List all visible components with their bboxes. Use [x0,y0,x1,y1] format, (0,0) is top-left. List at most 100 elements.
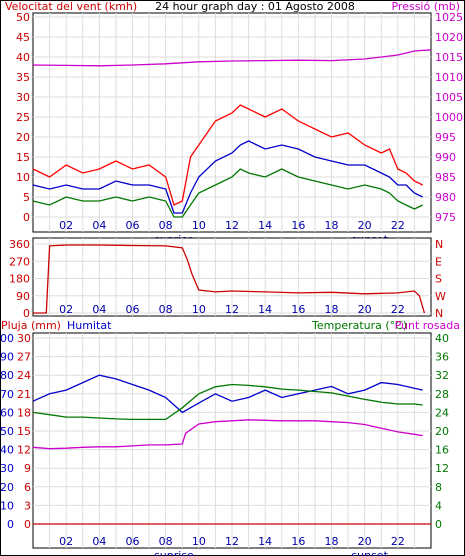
right-tick-label: 24 [435,406,449,419]
right-tick-label: 1020 [435,31,463,44]
x-tick-label: 20 [358,303,372,316]
left-tick-label: 18 [17,406,31,419]
x-tick-label: 10 [192,219,206,232]
left-tick-label: 20 [0,481,14,494]
left-tick-label: 0 [23,307,30,320]
left-tick-label: 0 [7,518,14,531]
left-tick-label: 30 [16,91,30,104]
left-tick-label: 6 [24,481,31,494]
left-tick-label: 9 [24,462,31,475]
right-tick-label: 32 [435,369,449,382]
right-tick-label: 975 [435,211,456,224]
right-tick-label: 12 [435,462,449,475]
right-tick-label: 985 [435,171,456,184]
left-tick-label: 0 [24,518,31,531]
x-tick-label: 06 [126,303,140,316]
left-tick-label: 90 [16,290,30,303]
right-tick-label: E [435,255,442,268]
left-tick-label: 27 [17,351,31,364]
left-tick-label: 10 [0,499,14,512]
left-tick-label: 24 [17,369,31,382]
left-tick-label: 40 [16,51,30,64]
right-tick-label: 1005 [435,91,463,104]
x-tick-label: 02 [59,303,73,316]
x-tick-label: 22 [391,303,405,316]
dewpoint-axis-label: Punt rosada [395,319,460,332]
right-tick-label: 36 [435,351,449,364]
x-tick-label: 06 [126,219,140,232]
right-tick-label: 980 [435,191,456,204]
series-line-1 [32,140,423,214]
right-tick-label: N [435,238,443,251]
humidity-axis-label: Humitat [67,319,112,332]
x-tick-label: 02 [59,535,73,548]
left-tick-label: 80 [0,369,14,382]
x-tick-label: 12 [225,535,239,548]
left-tick-label: 10 [16,171,30,184]
x-tick-label: 20 [358,219,372,232]
right-tick-label: 990 [435,151,456,164]
x-tick-label: 18 [325,219,339,232]
right-tick-label: N [435,307,443,320]
series-line-1 [32,374,423,414]
left-tick-label: 0 [23,211,30,224]
sunset-label: sunset [351,549,388,556]
left-tick-label: 100 [0,332,14,345]
right-tick-label: 8 [435,481,442,494]
x-tick-label: 16 [291,303,305,316]
x-tick-label: 04 [92,535,106,548]
right-tick-label: 4 [435,499,442,512]
left-tick-label: 45 [16,31,30,44]
chart-title: 24 hour graph day : 01 Agosto 2008 [155,0,355,13]
right-tick-label: 28 [435,388,449,401]
x-tick-label: 16 [291,535,305,548]
x-tick-label: 18 [325,303,339,316]
left-tick-label: 15 [16,151,30,164]
x-tick-label: 14 [258,535,272,548]
x-tick-label: 12 [225,219,239,232]
x-tick-label: 16 [291,219,305,232]
right-tick-label: 1025 [435,11,463,24]
left-tick-label: 30 [17,332,31,345]
x-tick-label: 18 [325,535,339,548]
right-tick-label: W [435,290,446,303]
x-tick-label: 14 [258,219,272,232]
series-line-2 [32,383,423,421]
x-tick-label: 08 [159,219,173,232]
left-tick-label: 3 [24,499,31,512]
left-tick-label: 50 [0,425,14,438]
pressure-axis-label: Pressió (mb) [391,0,460,13]
x-tick-label: 12 [225,303,239,316]
series-line-3 [32,49,432,67]
right-tick-label: 40 [435,332,449,345]
left-tick-label: 270 [9,255,30,268]
x-tick-label: 22 [391,219,405,232]
x-tick-label: 14 [258,303,272,316]
left-tick-label: 50 [16,11,30,24]
wind-axis-label: Velocitat del vent (kmh) [5,0,137,13]
right-tick-label: 0 [435,518,442,531]
series-line-2 [32,168,423,218]
series-line-3 [32,419,423,450]
left-tick-label: 35 [16,71,30,84]
left-tick-label: 21 [17,388,31,401]
x-tick-label: 10 [192,303,206,316]
right-tick-label: 995 [435,131,456,144]
left-tick-label: 90 [0,351,14,364]
temperature-axis-label: Temperatura (°C) [311,319,407,332]
x-tick-label: 08 [159,303,173,316]
left-tick-label: 30 [0,462,14,475]
x-tick-label: 02 [59,219,73,232]
left-tick-label: 5 [23,191,30,204]
rain-axis-label: Pluja (mm) [1,319,61,332]
x-tick-label: 04 [92,303,106,316]
series-line-0 [32,104,423,206]
x-tick-label: 20 [358,535,372,548]
x-tick-label: 22 [391,535,405,548]
x-tick-label: 10 [192,535,206,548]
x-tick-label: 06 [126,535,140,548]
left-tick-label: 15 [17,425,31,438]
right-tick-label: 20 [435,425,449,438]
left-tick-label: 360 [9,238,30,251]
